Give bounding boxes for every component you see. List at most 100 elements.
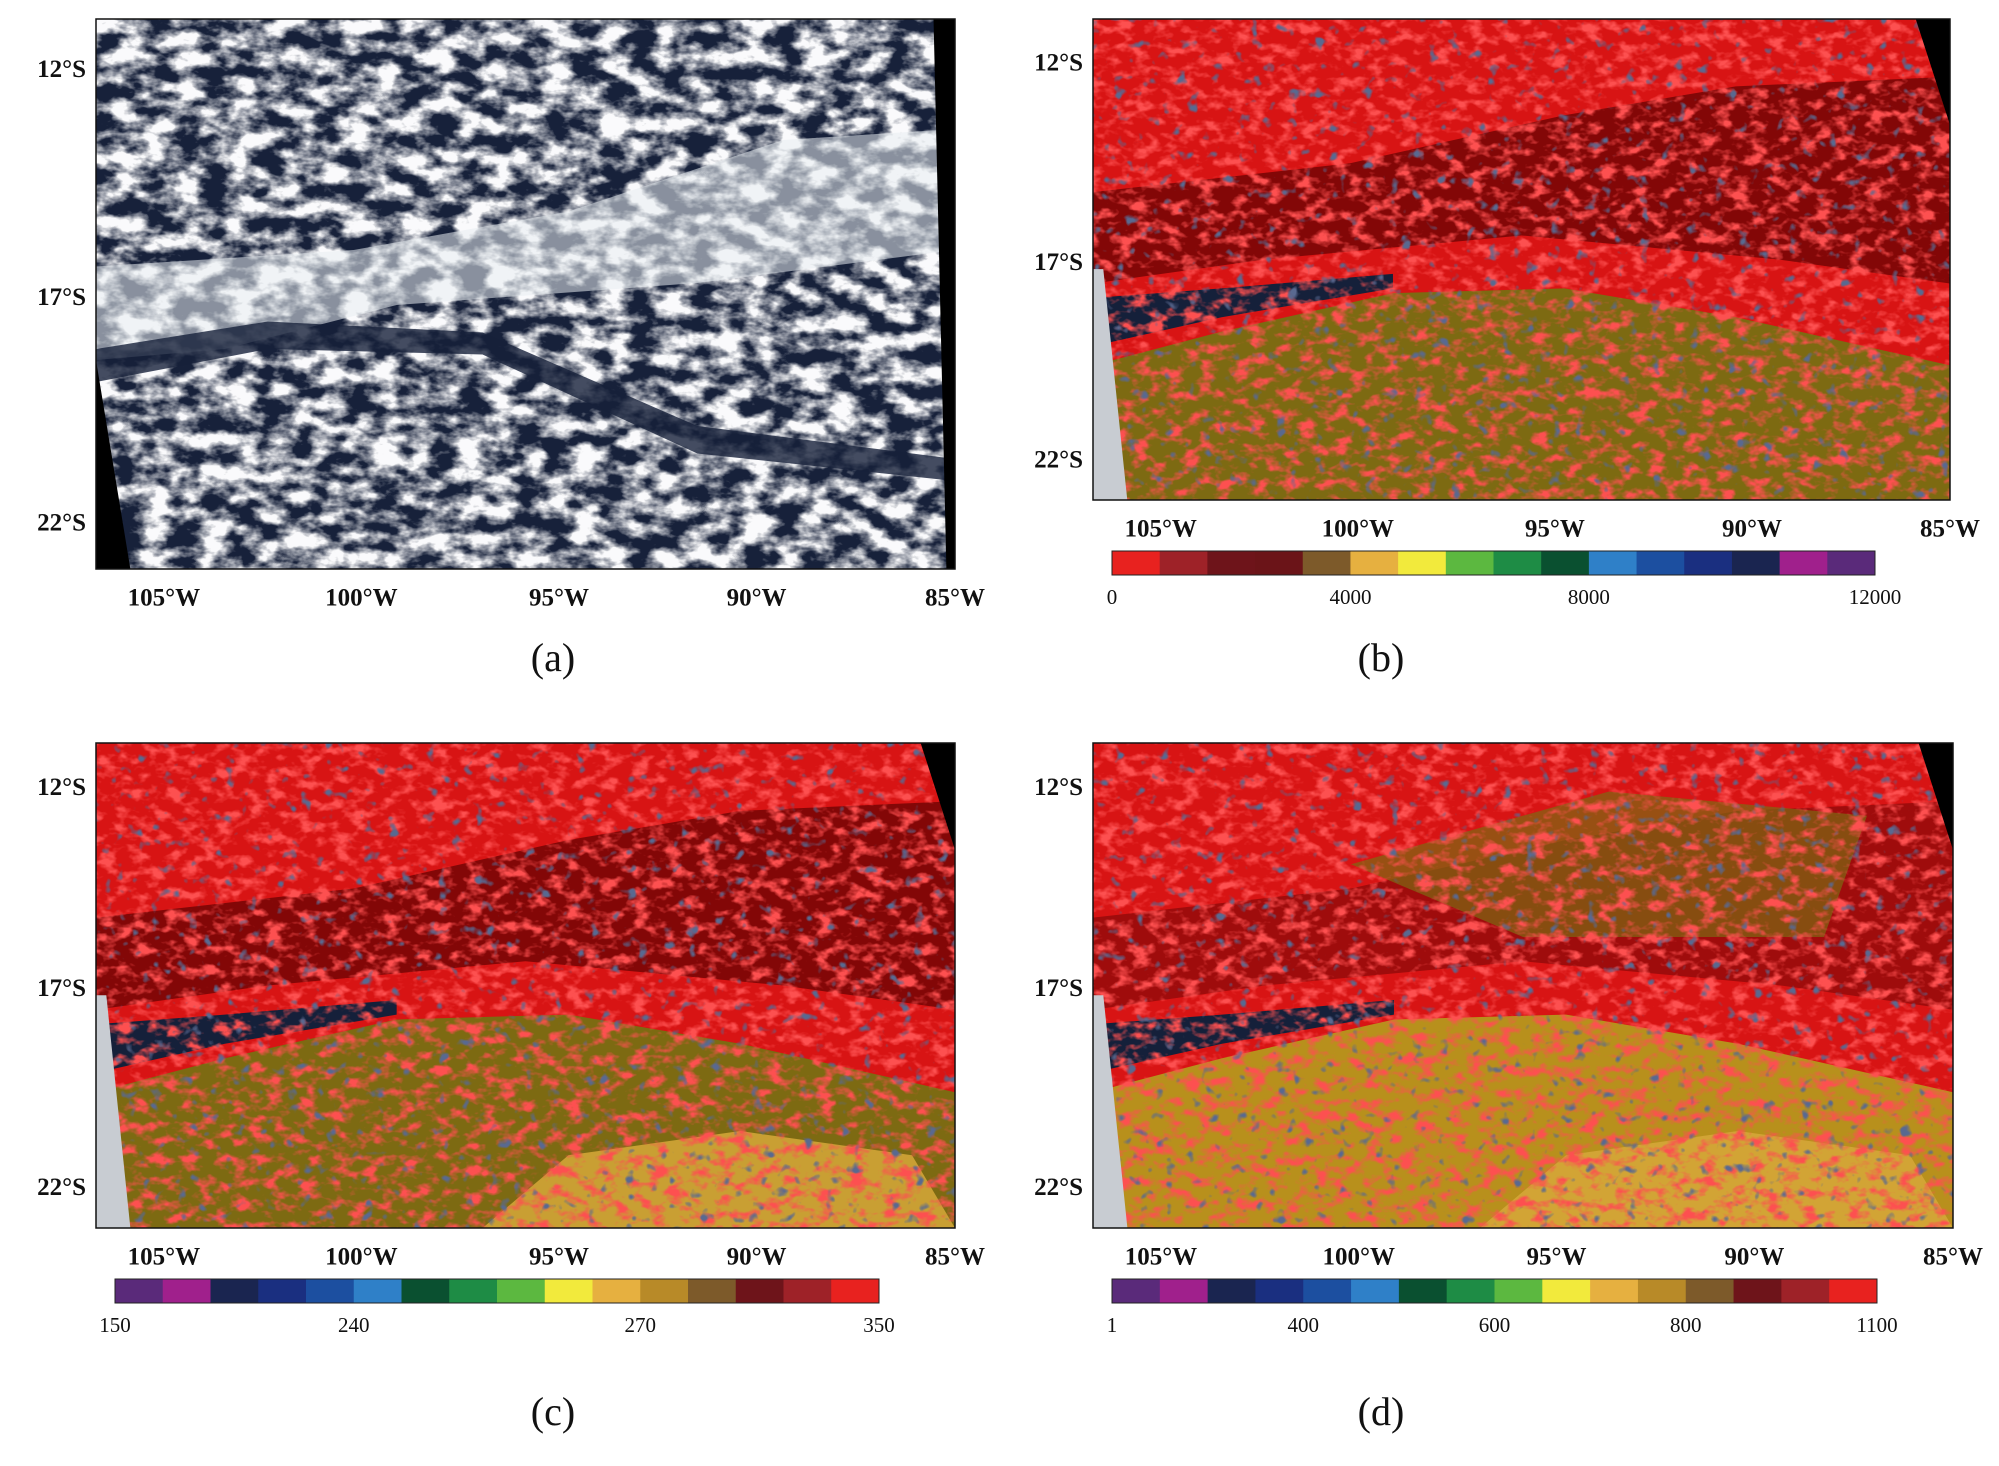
colorbar-swatch — [258, 1279, 307, 1303]
lon-label: 90°W — [1724, 1244, 1784, 1271]
colorbar-swatch — [1398, 551, 1447, 575]
colorbar-swatch — [1351, 1279, 1400, 1303]
colorbar-tick-label: 600 — [1479, 1313, 1511, 1337]
lat-label: 22°S — [1034, 446, 1083, 473]
colorbar-swatch — [1733, 1279, 1782, 1303]
lat-label: 17°S — [37, 975, 86, 1002]
map-frame — [1092, 18, 1951, 501]
lat-label: 12°S — [1034, 774, 1083, 801]
swath-edge — [920, 743, 955, 850]
colorbar-swatch — [1542, 1279, 1591, 1303]
lat-label: 17°S — [37, 284, 86, 311]
panel-label: (a) — [531, 635, 575, 680]
colorbar-swatch — [1827, 551, 1876, 575]
cloud-band — [96, 129, 955, 360]
colorbar-swatch — [735, 1279, 784, 1303]
lon-label: 100°W — [325, 1244, 398, 1271]
swath-edge — [96, 360, 131, 569]
colorbar-swatch — [497, 1279, 546, 1303]
colorbar-tick-label: 240 — [338, 1313, 370, 1337]
panel: 12°S 17°S 22°S 105°W 100°W 95°W 90°W 85°W 150 240… — [37, 742, 985, 1434]
colorbar-tick-label: 400 — [1288, 1313, 1320, 1337]
navy-speckle — [1093, 743, 1953, 1228]
colorbar: 1 400 600 800 1100 — [1107, 1278, 1898, 1337]
map — [96, 743, 955, 1228]
colorbar-swatch — [401, 1279, 450, 1303]
colorbar-swatch — [115, 1279, 164, 1303]
colorbar-frame — [1111, 1278, 1878, 1304]
colorbar-swatch — [1207, 1279, 1256, 1303]
colorbar-swatch — [1207, 551, 1256, 575]
colorbar-tick-label: 1100 — [1856, 1313, 1897, 1337]
colorbar-swatch — [1159, 1279, 1209, 1303]
colorbar-swatch — [1590, 1279, 1639, 1303]
lon-label: 95°W — [529, 1244, 589, 1271]
colorbar-swatch — [162, 1279, 211, 1303]
map — [96, 19, 955, 569]
swath-edge — [1918, 743, 1953, 850]
swath-edge — [933, 19, 955, 569]
colorbar-swatch — [688, 1279, 737, 1303]
colorbar-swatch — [1255, 1279, 1304, 1303]
lat-label: 22°S — [1034, 1174, 1083, 1201]
colorbar-swatch — [449, 1279, 498, 1303]
cloud-edge — [1093, 269, 1128, 500]
panel-label: (c) — [531, 1389, 575, 1434]
lon-label: 100°W — [1322, 1244, 1395, 1271]
lon-label: 105°W — [128, 585, 201, 612]
colorbar-swatch — [210, 1279, 259, 1303]
lon-label: 105°W — [1125, 1244, 1198, 1271]
colorbar-swatch — [783, 1279, 832, 1303]
colorbar: 0 4000 8000 12000 — [1107, 550, 1902, 609]
panel: 12°S 17°S 22°S 105°W 100°W 95°W 90°W 85°W 1 400 60… — [1034, 742, 1983, 1434]
colorbar-swatch — [1685, 1279, 1735, 1303]
colorbar-swatch — [1350, 551, 1399, 575]
colorbar-swatch — [1494, 1279, 1543, 1303]
colorbar-swatch — [1637, 1279, 1687, 1303]
lon-label: 105°W — [1124, 516, 1197, 543]
colorbar-swatch — [1779, 551, 1828, 575]
lon-label: 95°W — [529, 585, 589, 612]
colorbar-swatch — [306, 1279, 355, 1303]
colorbar-tick-label: 8000 — [1568, 585, 1610, 609]
colorbar-swatch — [1159, 551, 1208, 575]
navy-speckle — [1093, 19, 1950, 500]
colorbar-swatch — [1303, 1279, 1352, 1303]
lon-label: 90°W — [1722, 516, 1782, 543]
lon-label: 90°W — [727, 585, 787, 612]
lon-label: 90°W — [727, 1244, 787, 1271]
map — [1093, 743, 1953, 1228]
colorbar-tick-label: 800 — [1670, 1313, 1702, 1337]
lon-label: 105°W — [128, 1244, 201, 1271]
colorbar-swatch — [1829, 1279, 1878, 1303]
colorbar-swatch — [1684, 551, 1733, 575]
colorbar-swatch — [1731, 551, 1781, 575]
colorbar-tick-label: 1 — [1107, 1313, 1118, 1337]
colorbar-tick-label: 12000 — [1849, 585, 1902, 609]
lat-label: 22°S — [37, 510, 86, 537]
colorbar-tick-label: 0 — [1107, 585, 1118, 609]
map-frame — [1092, 742, 1954, 1229]
panel-label: (b) — [1358, 635, 1405, 680]
panel: 12°S 17°S 22°S 105°W 100°W 95°W 90°W 85°W (a) — [37, 18, 985, 680]
lat-label: 12°S — [37, 774, 86, 801]
colorbar-swatch — [1781, 1279, 1830, 1303]
navy-speckle — [96, 743, 955, 1228]
colorbar-swatch — [1445, 551, 1494, 575]
lon-label: 95°W — [1525, 516, 1585, 543]
cloud-edge — [1093, 995, 1128, 1228]
colorbar: 150 240 270 350 — [99, 1278, 895, 1337]
colorbar-frame — [114, 1278, 880, 1304]
colorbar-swatch — [1493, 551, 1542, 575]
colorbar-tick-label: 270 — [625, 1313, 657, 1337]
colorbar-frame — [1111, 550, 1876, 576]
lat-label: 17°S — [1034, 249, 1083, 276]
lon-label: 85°W — [1923, 1244, 1983, 1271]
colorbar-tick-label: 350 — [863, 1313, 895, 1337]
colorbar-swatch — [640, 1279, 689, 1303]
colorbar-tick-label: 4000 — [1329, 585, 1371, 609]
colorbar-swatch — [1255, 551, 1304, 575]
colorbar-swatch — [1446, 1279, 1495, 1303]
